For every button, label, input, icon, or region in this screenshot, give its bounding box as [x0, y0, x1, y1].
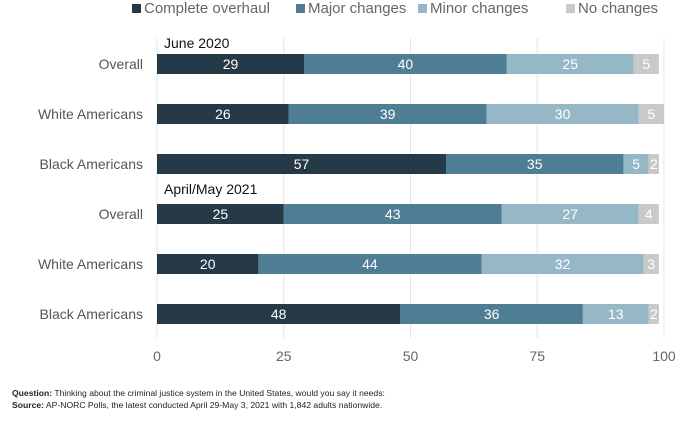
category-label: Black Americans	[40, 306, 143, 322]
bar-segment	[648, 154, 659, 174]
bar-segment	[304, 54, 507, 74]
category-label: Black Americans	[40, 156, 143, 172]
bar-value-label: 20	[200, 256, 216, 272]
source-note: Source: AP-NORC Polls, the latest conduc…	[12, 400, 385, 412]
bar-value-label: 26	[215, 106, 231, 122]
bar-value-label: 3	[647, 256, 655, 272]
bar-value-label: 44	[362, 256, 378, 272]
bar-segment	[648, 304, 659, 324]
question-note: Question: Thinking about the criminal ju…	[12, 388, 385, 400]
bar-segment	[157, 154, 446, 174]
legend-label: Complete overhaul	[144, 0, 270, 17]
bar-segment	[501, 204, 639, 224]
bar-segment	[288, 104, 487, 124]
legend-swatch	[566, 4, 575, 13]
x-tick-label: 0	[153, 348, 161, 364]
bar-segment	[157, 104, 289, 124]
bar-value-label: 5	[632, 156, 640, 172]
bar-value-label: 43	[385, 206, 401, 222]
bar-segment	[643, 254, 659, 274]
bar-value-label: 35	[527, 156, 543, 172]
source-text: AP-NORC Polls, the latest conducted Apri…	[44, 399, 383, 410]
group-labels: June 2020 April/May 2021	[164, 35, 258, 197]
legend-swatch	[132, 4, 141, 13]
bar-value-label: 30	[555, 106, 571, 122]
bar-segment	[623, 154, 649, 174]
legend-swatch	[296, 4, 305, 13]
bar-value-label: 48	[271, 306, 287, 322]
group-label: June 2020	[164, 35, 230, 51]
legend-label: No changes	[578, 0, 658, 17]
bar-segment	[157, 54, 305, 74]
bar-segment	[506, 54, 634, 74]
gridlines	[156, 38, 665, 338]
legend-swatch	[418, 4, 427, 13]
bar-value-label: 25	[213, 206, 229, 222]
bar-value-label: 32	[555, 256, 571, 272]
category-label: White Americans	[38, 256, 143, 272]
bar-value-label: 27	[562, 206, 578, 222]
bars: 29 40 25 526 39 30 557 35 5 225 43 27 420 44 32 348 36 13…	[157, 54, 664, 324]
bar-segment	[157, 304, 401, 324]
source-label: Source:	[12, 399, 44, 410]
bar-value-label: 25	[562, 56, 578, 72]
x-tick-label: 50	[403, 348, 419, 364]
bar-segment	[582, 304, 649, 324]
bar-segment	[638, 104, 664, 124]
bar-segment	[400, 304, 583, 324]
x-axis-ticks: 0 25 50 75 100	[153, 348, 676, 364]
bar-value-label: 5	[642, 56, 650, 72]
legend-label: Major changes	[308, 0, 406, 17]
legend-label: Minor changes	[430, 0, 528, 17]
bar-value-label: 36	[484, 306, 500, 322]
bar-value-label: 5	[647, 106, 655, 122]
x-tick-label: 100	[652, 348, 676, 364]
bar-segment	[486, 104, 639, 124]
question-label: Question:	[12, 388, 53, 398]
category-label: White Americans	[38, 106, 143, 122]
bar-segment	[258, 254, 482, 274]
bar-segment	[157, 204, 284, 224]
bar-segment	[283, 204, 502, 224]
bar-segment	[157, 254, 259, 274]
bar-value-label: 39	[380, 106, 396, 122]
category-label: Overall	[99, 206, 143, 222]
bar-value-label: 2	[650, 156, 658, 172]
bar-value-label: 29	[223, 56, 239, 72]
bar-segment	[633, 54, 659, 74]
category-labels: Overall White Americans Black Americans Ove…	[38, 56, 143, 322]
stacked-bar-chart: Complete overhaul Major changes Minor chan…	[38, 0, 676, 364]
x-tick-label: 75	[529, 348, 545, 364]
question-text: Thinking about the criminal justice syst…	[52, 388, 385, 398]
bar-value-label: 13	[608, 306, 624, 322]
legend: Complete overhaul Major changes Minor chan…	[132, 0, 658, 17]
group-label: April/May 2021	[164, 181, 258, 197]
bar-segment	[445, 154, 624, 174]
bar-segment	[638, 204, 659, 224]
bar-segment	[481, 254, 644, 274]
category-label: Overall	[99, 56, 143, 72]
bar-value-label: 4	[645, 206, 653, 222]
chart-notes: Question: Thinking about the criminal ju…	[12, 388, 385, 411]
bar-value-label: 57	[294, 156, 310, 172]
x-tick-label: 25	[276, 348, 292, 364]
bar-value-label: 40	[398, 56, 414, 72]
bar-value-label: 2	[650, 306, 658, 322]
